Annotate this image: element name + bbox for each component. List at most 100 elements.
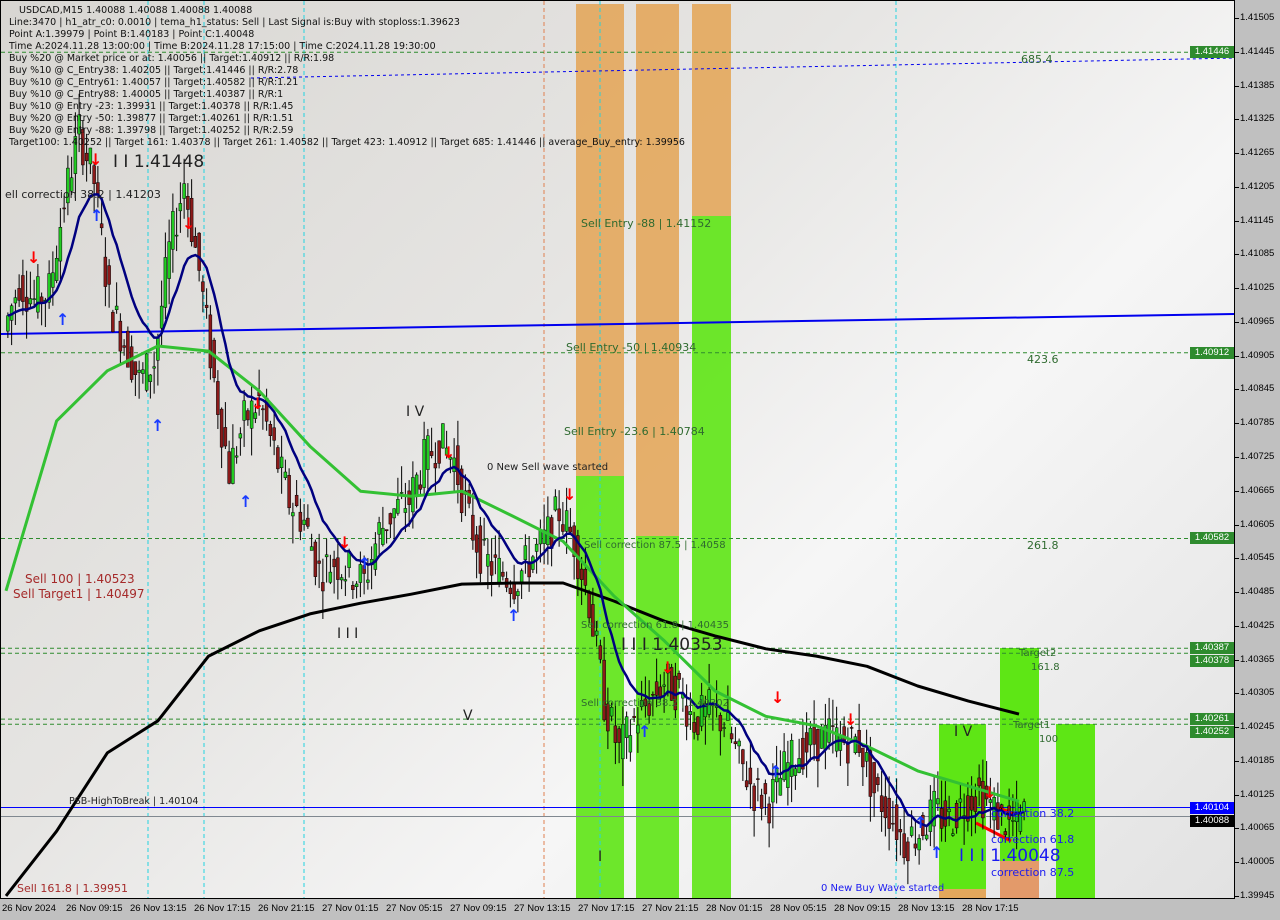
bear-candle <box>677 673 681 680</box>
buy-signal-arrow-icon: ↑ <box>239 492 253 511</box>
bull-candle <box>283 471 288 478</box>
bear-candle <box>418 484 423 490</box>
bear-candle <box>906 841 910 862</box>
bear-candle <box>208 314 213 369</box>
bull-candle <box>609 707 614 717</box>
price-tick-label: 1.40245 <box>1240 721 1275 733</box>
wave-label: I I I <box>337 626 359 642</box>
bear-candle <box>21 275 25 302</box>
bull-candle <box>167 241 171 279</box>
fib-label: 685.4 <box>1021 53 1053 66</box>
bear-candle <box>879 795 884 812</box>
bear-candle <box>219 408 224 448</box>
bull-candle <box>137 369 141 373</box>
bear-candle <box>268 424 273 436</box>
sell-161-label: Sell 161.8 | 1.39951 <box>17 882 129 895</box>
axis-tick-mark <box>1235 457 1239 458</box>
bear-candle <box>756 778 760 780</box>
bear-candle <box>204 304 209 308</box>
bull-candle <box>834 727 839 752</box>
buy-correction-label: correction 87.5 <box>991 866 1075 879</box>
axis-tick-mark <box>1235 119 1239 121</box>
bear-candle <box>849 727 854 729</box>
bear-candle <box>223 427 228 447</box>
bull-candle <box>808 727 813 746</box>
bear-candle <box>384 529 389 532</box>
time-tick-label: 27 Nov 13:15 <box>514 903 571 914</box>
price-tick-label: 1.40185 <box>1240 754 1275 766</box>
time-tick-label: 26 Nov 09:15 <box>66 903 123 914</box>
fib-label: 261.8 <box>1027 539 1059 552</box>
bull-candle <box>722 727 726 729</box>
bear-candle <box>561 524 565 532</box>
bull-candle <box>231 447 235 484</box>
time-tick-label: 26 Nov 21:15 <box>258 903 315 914</box>
price-axis[interactable]: 1.41505 1.41445 1.41385 1.41325 1.41265 1.412… <box>1235 0 1280 901</box>
bear-candle <box>891 822 895 825</box>
bear-candle <box>831 725 835 727</box>
price-tick-label: 1.40365 <box>1240 653 1275 665</box>
wave-label: I I I 1.40048 <box>959 846 1061 866</box>
axis-tick-mark <box>1235 592 1239 594</box>
bear-candle <box>126 330 130 368</box>
bear-candle <box>306 517 310 527</box>
bull-candle <box>947 808 951 813</box>
price-tick-label: 1.40845 <box>1240 383 1275 395</box>
bear-candle <box>216 381 220 415</box>
bear-candle <box>804 732 809 753</box>
price-tick-label: 1.40305 <box>1240 687 1275 699</box>
bull-candle <box>403 508 408 513</box>
time-tick-label: 27 Nov 17:15 <box>578 903 635 914</box>
bear-candle <box>999 804 1004 809</box>
chart-plot-area[interactable]: USDCAD,M15 1.40088 1.40088 1.40088 1.400… <box>0 0 1235 899</box>
bear-candle <box>801 737 805 770</box>
info-line: Target100: 1.40252 || Target 161: 1.4037… <box>9 137 685 148</box>
bull-candle <box>399 492 404 494</box>
sell-target1-label: Sell Target1 | 1.40497 <box>13 587 145 601</box>
wave-label: I V <box>954 724 973 740</box>
bear-candle <box>1003 831 1008 836</box>
bear-candle <box>456 445 460 485</box>
bear-candle <box>493 554 498 558</box>
time-tick-label: 28 Nov 17:15 <box>962 903 1019 914</box>
bull-candle <box>662 684 666 687</box>
bull-candle <box>32 298 36 300</box>
axis-tick-mark <box>1235 423 1239 425</box>
price-tick-label: 1.40605 <box>1240 518 1275 530</box>
bear-candle <box>816 729 820 762</box>
bull-candle <box>452 457 456 473</box>
bear-candle <box>527 561 531 578</box>
bear-candle <box>744 780 749 788</box>
bear-candle <box>332 558 336 568</box>
time-tick-label: 28 Nov 09:15 <box>834 903 891 914</box>
bull-candle <box>636 724 640 734</box>
sell-correction-label: Sell correction 61.8 | 1.40435 <box>581 620 730 631</box>
bull-candle <box>381 527 385 545</box>
info-line: Time A:2024.11.28 13:00:00 | Time B:2024… <box>9 41 436 52</box>
bear-candle <box>613 725 618 743</box>
buy-signal-arrow-icon: ↑ <box>914 813 928 832</box>
bull-candle <box>144 353 149 391</box>
bear-candle <box>189 197 194 242</box>
bear-candle <box>84 152 89 162</box>
price-level-tag: 1.40387 <box>1190 642 1234 655</box>
wave-label: I V <box>406 404 425 420</box>
bull-candle <box>534 543 539 552</box>
bear-candle <box>996 802 1000 830</box>
bear-candle <box>478 525 483 574</box>
wave-label: I I I 1.40353 <box>621 635 723 655</box>
bear-candle <box>129 346 134 380</box>
bull-candle <box>1018 811 1023 832</box>
bull-candle <box>497 557 501 585</box>
bear-candle <box>287 475 291 509</box>
fib-label: 100 <box>1039 734 1059 745</box>
bear-candle <box>973 796 978 812</box>
time-axis[interactable]: 26 Nov 2024 26 Nov 09:15 26 Nov 13:15 26 No… <box>0 899 1235 920</box>
bear-candle <box>647 703 651 716</box>
bull-candle <box>366 579 370 583</box>
bull-candle <box>13 297 18 304</box>
bear-candle <box>729 733 734 740</box>
bull-candle <box>58 227 63 262</box>
bull-candle <box>482 538 486 541</box>
bear-candle <box>587 592 591 619</box>
